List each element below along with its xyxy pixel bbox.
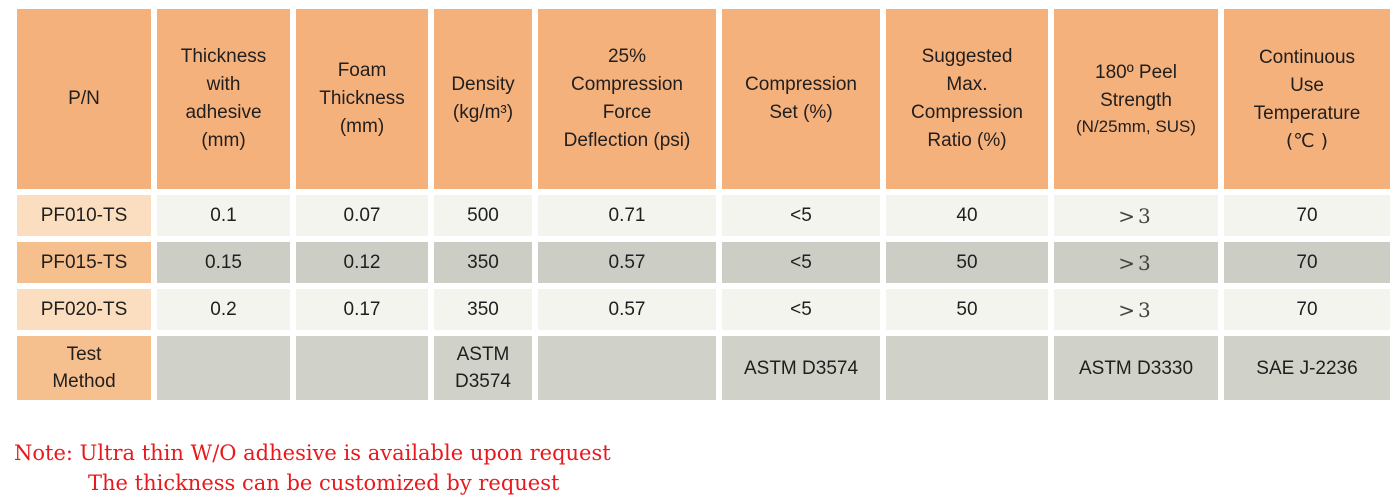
test-method-temperature-cell: SAE J-2236 — [1224, 336, 1390, 400]
compression-set-cell: <5 — [722, 242, 880, 283]
header-thickness-with-adhesive: Thickness with adhesive (mm) — [157, 9, 290, 189]
header-suggested-max-compression-ratio: Suggested Max. Compression Ratio (%) — [886, 9, 1048, 189]
peel-strength-cell: >3 — [1054, 195, 1218, 236]
peel-strength-cell: >3 — [1054, 289, 1218, 330]
pn-cell: PF020-TS — [17, 289, 151, 330]
density-cell: 350 — [434, 242, 532, 283]
test-method-max-compression-ratio-cell — [886, 336, 1048, 400]
header-foam-thickness: Foam Thickness (mm) — [296, 9, 428, 189]
table-row-pf020: PF020-TS 0.2 0.17 350 0.57 <5 50 >3 70 — [17, 289, 1390, 330]
cfd-cell: 0.71 — [538, 195, 716, 236]
temperature-cell: 70 — [1224, 195, 1390, 236]
header-thickness-with-adhesive-label: Thickness with adhesive (mm) — [180, 46, 267, 151]
thickness-cell: 0.1 — [157, 195, 290, 236]
foam-thickness-cell: 0.12 — [296, 242, 428, 283]
cfd-cell: 0.57 — [538, 289, 716, 330]
test-method-label: Test Method — [17, 336, 151, 400]
foam-thickness-cell: 0.07 — [296, 195, 428, 236]
pn-cell: PF015-TS — [17, 242, 151, 283]
header-density-label: Density (kg/m³) — [451, 74, 515, 123]
peel-strength-cell: >3 — [1054, 242, 1218, 283]
density-cell: 350 — [434, 289, 532, 330]
header-foam-thickness-label: Foam Thickness (mm) — [319, 60, 405, 137]
header-continuous-use-temperature: Continuous Use Temperature (℃ ) — [1224, 9, 1390, 189]
note-line-2: The thickness can be customized by reque… — [88, 471, 560, 495]
header-compression-set-label: Compression Set (%) — [745, 74, 857, 123]
header-peel-strength-unit: (N/25mm, SUS) — [1076, 117, 1196, 136]
header-suggested-max-compression-ratio-label: Suggested Max. Compression Ratio (%) — [911, 46, 1023, 151]
cfd-cell: 0.57 — [538, 242, 716, 283]
header-continuous-use-temperature-label: Continuous Use Temperature — [1253, 47, 1361, 124]
note: Note: Ultra thin W/O adhesive is availab… — [0, 438, 1396, 498]
header-pn-label: P/N — [68, 88, 100, 109]
thickness-cell: 0.2 — [157, 289, 290, 330]
test-method-compression-set-cell: ASTM D3574 — [722, 336, 880, 400]
foam-thickness-cell: 0.17 — [296, 289, 428, 330]
header-density: Density (kg/m³) — [434, 9, 532, 189]
temperature-cell: 70 — [1224, 242, 1390, 283]
test-method-foam-thickness-cell — [296, 336, 428, 400]
thickness-cell: 0.15 — [157, 242, 290, 283]
max-compression-ratio-cell: 50 — [886, 289, 1048, 330]
test-method-peel-strength-cell: ASTM D3330 — [1054, 336, 1218, 400]
table-row-pf015: PF015-TS 0.15 0.12 350 0.57 <5 50 >3 70 — [17, 242, 1390, 283]
header-row: P/N Thickness with adhesive (mm) Foam Th… — [17, 9, 1390, 189]
header-peel-strength: 180º Peel Strength (N/25mm, SUS) — [1054, 9, 1218, 189]
max-compression-ratio-cell: 40 — [886, 195, 1048, 236]
header-pn: P/N — [17, 9, 151, 189]
header-compression-set: Compression Set (%) — [722, 9, 880, 189]
header-compression-force-deflection: 25% Compression Force Deflection (psi) — [538, 9, 716, 189]
table-row-pf010: PF010-TS 0.1 0.07 500 0.71 <5 40 >3 70 — [17, 195, 1390, 236]
test-method-cfd-cell — [538, 336, 716, 400]
pn-cell: PF010-TS — [17, 195, 151, 236]
test-method-thickness-cell — [157, 336, 290, 400]
header-peel-strength-label: 180º Peel Strength — [1095, 62, 1177, 111]
header-compression-force-deflection-label: 25% Compression Force Deflection (psi) — [563, 46, 691, 151]
spec-table: P/N Thickness with adhesive (mm) Foam Th… — [11, 3, 1396, 406]
header-continuous-use-temperature-unit: (℃ ) — [1285, 130, 1329, 152]
compression-set-cell: <5 — [722, 289, 880, 330]
note-line-1: Note: Ultra thin W/O adhesive is availab… — [14, 441, 611, 465]
density-cell: 500 — [434, 195, 532, 236]
max-compression-ratio-cell: 50 — [886, 242, 1048, 283]
temperature-cell: 70 — [1224, 289, 1390, 330]
test-method-density-cell: ASTM D3574 — [434, 336, 532, 400]
compression-set-cell: <5 — [722, 195, 880, 236]
table-row-test-method: Test Method ASTM D3574 ASTM D3574 ASTM D… — [17, 336, 1390, 400]
